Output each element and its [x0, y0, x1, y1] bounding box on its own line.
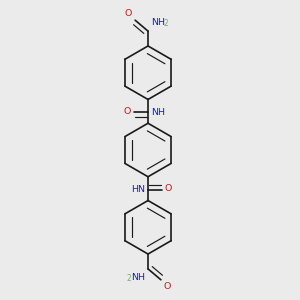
- Text: 2: 2: [126, 274, 131, 283]
- Text: 2: 2: [164, 19, 169, 28]
- Text: NH: NH: [151, 18, 165, 27]
- Text: O: O: [165, 184, 172, 193]
- Text: NH: NH: [131, 273, 145, 282]
- Text: O: O: [124, 107, 131, 116]
- Text: NH: NH: [151, 108, 165, 117]
- Text: O: O: [125, 9, 132, 18]
- Text: O: O: [164, 282, 171, 291]
- Text: HN: HN: [131, 185, 145, 194]
